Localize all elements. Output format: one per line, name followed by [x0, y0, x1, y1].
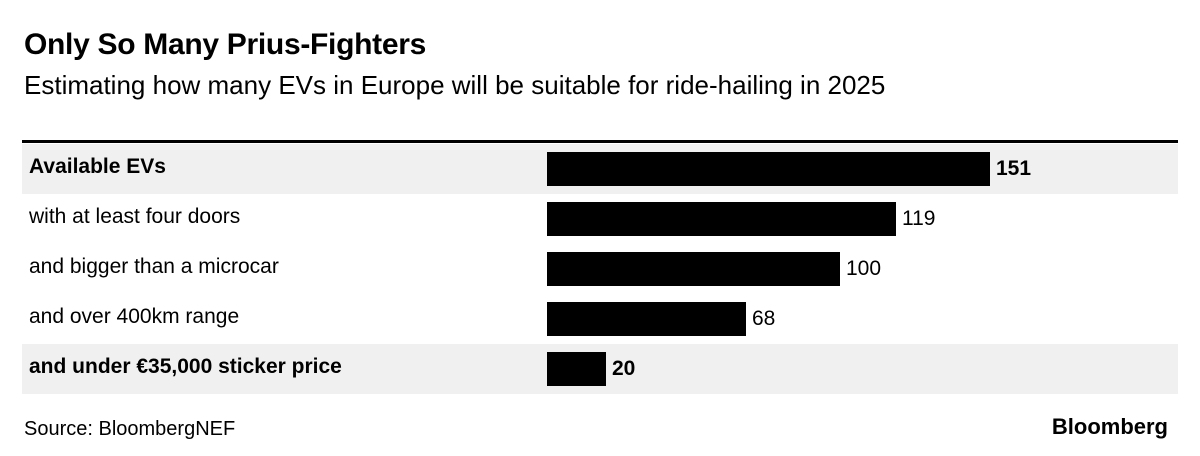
- bar-value-label: 20: [612, 357, 636, 380]
- bar-value-label: 119: [902, 207, 936, 230]
- bar-row: and bigger than a microcar 100: [22, 244, 1178, 294]
- bar-row: and under €35,000 sticker price 20: [22, 344, 1178, 394]
- bar-row: Available EVs 151: [22, 144, 1178, 194]
- bar-value-label: 100: [846, 257, 882, 280]
- bar: [547, 252, 840, 286]
- top-rule: [22, 140, 1178, 143]
- bar: [547, 352, 606, 386]
- bar-label: and bigger than a microcar: [29, 255, 279, 278]
- bar: [547, 302, 746, 336]
- chart-subtitle: Estimating how many EVs in Europe will b…: [24, 70, 886, 100]
- bar-label: with at least four doors: [29, 205, 241, 228]
- bar-value-label: 68: [752, 307, 776, 330]
- bloomberg-logo: Bloomberg: [1051, 414, 1168, 439]
- bar-row: with at least four doors 119: [22, 194, 1178, 244]
- bar-value-label: 151: [996, 157, 1032, 180]
- source-note: Source: BloombergNEF: [24, 418, 236, 440]
- chart-title: Only So Many Prius-Fighters: [24, 28, 426, 61]
- bar-label: and under €35,000 sticker price: [29, 355, 342, 378]
- bar-label: Available EVs: [29, 155, 166, 178]
- bar-row: and over 400km range 68: [22, 294, 1178, 344]
- bar: [547, 152, 990, 186]
- bar: [547, 202, 896, 236]
- bar-label: and over 400km range: [29, 305, 240, 328]
